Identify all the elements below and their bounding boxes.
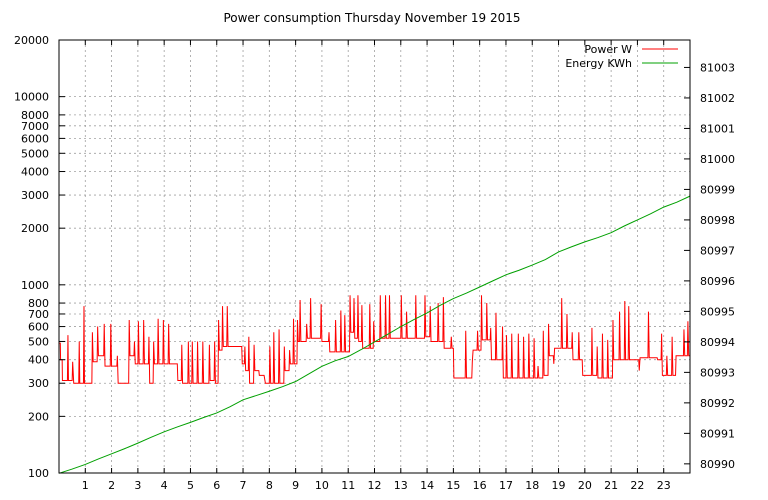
y-axis-right: 80990 80991 80992 80993 80994 80995 80996 80997… xyxy=(684,61,735,471)
x-tick-label: 7 xyxy=(240,479,247,492)
y2-tick-label: 81003 xyxy=(700,61,735,74)
y-tick-label: 800 xyxy=(28,297,49,310)
x-tick-label: 12 xyxy=(368,479,382,492)
x-tick-label: 13 xyxy=(394,479,408,492)
legend-label-energy: Energy KWh xyxy=(565,57,632,70)
y-tick-label: 500 xyxy=(28,335,49,348)
legend-label-power: Power W xyxy=(584,43,632,56)
y-tick-label: 7000 xyxy=(21,120,49,133)
x-tick-label: 15 xyxy=(446,479,460,492)
y2-tick-label: 80998 xyxy=(700,214,735,227)
x-tick-label: 3 xyxy=(134,479,141,492)
y2-tick-label: 80997 xyxy=(700,244,735,257)
y-tick-label: 4000 xyxy=(21,166,49,179)
x-tick-label: 4 xyxy=(161,479,168,492)
series-line-power xyxy=(59,295,690,384)
x-tick-label: 17 xyxy=(499,479,513,492)
x-tick-label: 8 xyxy=(266,479,273,492)
grid-lines xyxy=(59,40,690,473)
y2-tick-label: 80992 xyxy=(700,397,735,410)
x-tick-label: 5 xyxy=(187,479,194,492)
x-tick-label: 16 xyxy=(473,479,487,492)
y-tick-label: 300 xyxy=(28,377,49,390)
y2-tick-label: 80990 xyxy=(700,458,735,471)
y2-tick-label: 81000 xyxy=(700,153,735,166)
x-tick-label: 10 xyxy=(315,479,329,492)
x-tick-label: 20 xyxy=(578,479,592,492)
y-tick-label: 3000 xyxy=(21,189,49,202)
y-tick-label: 600 xyxy=(28,321,49,334)
legend: Power W Energy KWh xyxy=(565,43,678,70)
x-tick-label: 19 xyxy=(552,479,566,492)
plot-series xyxy=(58,195,691,474)
y2-tick-label: 80994 xyxy=(700,336,735,349)
y-tick-label: 700 xyxy=(28,308,49,321)
y-tick-label: 5000 xyxy=(21,147,49,160)
y-tick-label: 1000 xyxy=(21,279,49,292)
chart-title: Power consumption Thursday November 19 2… xyxy=(223,11,520,25)
y2-tick-label: 81002 xyxy=(700,92,735,105)
x-tick-label: 18 xyxy=(525,479,539,492)
y2-tick-label: 80993 xyxy=(700,366,735,379)
y2-tick-label: 80996 xyxy=(700,275,735,288)
y2-tick-label: 80999 xyxy=(700,183,735,196)
y-tick-label: 2000 xyxy=(21,222,49,235)
x-tick-label: 11 xyxy=(341,479,355,492)
x-tick-label: 22 xyxy=(630,479,644,492)
y-tick-label: 8000 xyxy=(21,109,49,122)
y-tick-label: 100 xyxy=(28,467,49,480)
series-line-energy xyxy=(58,195,691,474)
x-tick-label: 21 xyxy=(604,479,618,492)
y-tick-label: 400 xyxy=(28,354,49,367)
y-tick-label: 20000 xyxy=(14,34,49,47)
y2-tick-label: 80991 xyxy=(700,427,735,440)
y-tick-label: 6000 xyxy=(21,132,49,145)
y-tick-label: 10000 xyxy=(14,91,49,104)
y2-tick-label: 81001 xyxy=(700,122,735,135)
x-tick-label: 14 xyxy=(420,479,434,492)
x-tick-label: 6 xyxy=(213,479,220,492)
x-tick-label: 9 xyxy=(292,479,299,492)
x-tick-label: 23 xyxy=(657,479,671,492)
x-axis: 1 2 3 4 5 6 7 8 9 10 11 12 13 14 15 16 17 18 19 20 21 22 23 xyxy=(82,40,671,492)
x-tick-label: 1 xyxy=(82,479,89,492)
y-tick-label: 200 xyxy=(28,410,49,423)
x-tick-label: 2 xyxy=(108,479,115,492)
y2-tick-label: 80995 xyxy=(700,305,735,318)
